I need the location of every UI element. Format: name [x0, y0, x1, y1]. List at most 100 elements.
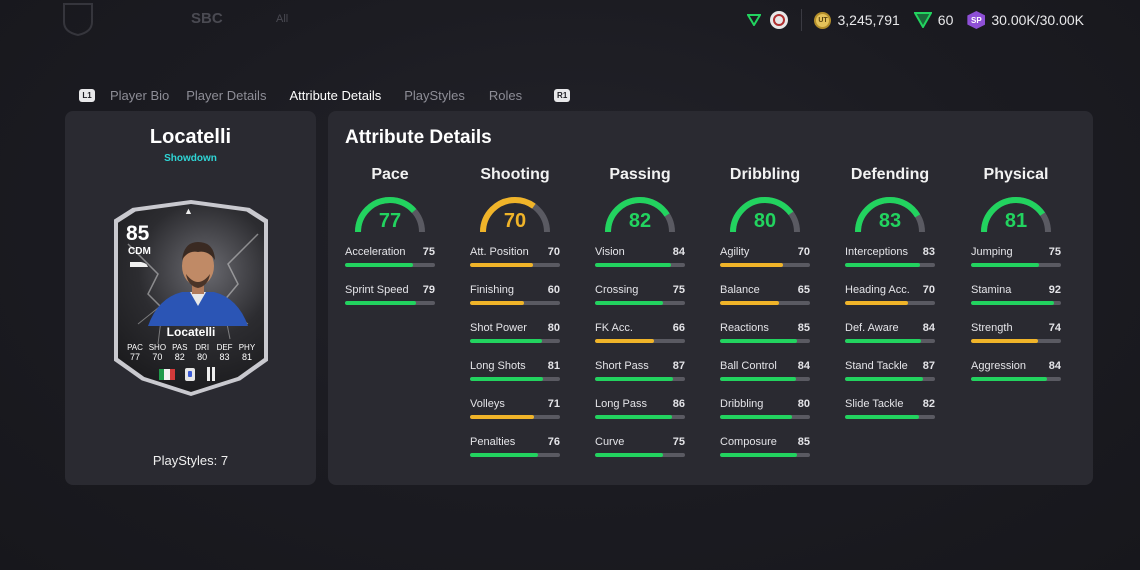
attribute-bar — [845, 263, 935, 267]
attribute-row: Def. Aware 84 — [845, 322, 935, 360]
attribute-bar — [595, 263, 685, 267]
section-title: Attribute Details — [345, 127, 492, 148]
tab-roles[interactable]: Roles — [488, 87, 523, 103]
attribute-bar — [845, 415, 935, 419]
attribute-row: FK Acc. 66 — [595, 322, 685, 360]
category-value: 70 — [503, 210, 527, 232]
attribute-value: 84 — [797, 360, 810, 372]
attribute-bar — [595, 339, 685, 343]
attribute-row: Penalties 76 — [470, 436, 560, 474]
attribute-bar — [720, 453, 810, 457]
tab-playstyles[interactable]: PlayStyles — [404, 87, 465, 103]
attribute-bar — [845, 301, 935, 305]
attribute-bar-fill — [720, 453, 797, 457]
attribute-label: Stand Tackle — [845, 360, 908, 372]
l1-button-hint[interactable]: L1 — [79, 88, 95, 102]
attribute-bar-fill — [971, 301, 1054, 305]
attribute-column-dribbling: Dribbling 80 Agility 70 Balance 65 Reactions 85… — [720, 166, 810, 474]
attribute-row: Ball Control 84 — [720, 360, 810, 398]
gauge-fill — [855, 197, 925, 233]
attribute-bar-fill — [595, 339, 655, 343]
nav-sbc[interactable]: SBC — [191, 10, 223, 27]
coins-value: 3,245,791 — [837, 12, 900, 28]
attribute-label: Agility — [720, 246, 750, 258]
attribute-label: Reactions — [720, 322, 769, 334]
attribute-row: Interceptions 83 — [845, 246, 935, 284]
attribute-label: Finishing — [470, 284, 515, 296]
attribute-bar — [845, 377, 935, 381]
card-badges — [159, 367, 217, 381]
category-gauge: 77 — [353, 194, 427, 234]
attribute-bar-fill — [470, 453, 539, 457]
attribute-row: Long Shots 81 — [470, 360, 560, 398]
attribute-bar-fill — [971, 263, 1039, 267]
attribute-bar-fill — [470, 377, 543, 381]
league-icon — [185, 367, 195, 381]
attribute-label: Stamina — [971, 284, 1012, 296]
boot-icon — [130, 262, 148, 267]
attribute-label: Jumping — [971, 246, 1013, 258]
attribute-row: Aggression 84 — [971, 360, 1061, 398]
player-card[interactable]: ▲ 85 CDM Locatelli PAC 77 SHO 70 PAS 82 DRI… — [114, 200, 268, 396]
attribute-label: Strength — [971, 322, 1013, 334]
attribute-list: Interceptions 83 Heading Acc. 70 Def. Aware 8… — [845, 246, 935, 436]
nav-filter[interactable]: All — [276, 13, 289, 25]
card-position: CDM — [128, 246, 151, 257]
attribute-label: FK Acc. — [595, 322, 633, 334]
points-balance: 60 — [913, 12, 953, 28]
tab-player-bio[interactable]: Player Bio — [110, 87, 170, 103]
sp-balance: SP 30.00K/30.00K — [967, 11, 1084, 29]
attribute-list: Att. Position 70 Finishing 60 Shot Power 80 Lo… — [470, 246, 560, 474]
attribute-bar-fill — [845, 339, 921, 343]
attribute-row: Vision 84 — [595, 246, 685, 284]
attribute-bar-fill — [470, 301, 524, 305]
attribute-bar — [971, 263, 1061, 267]
attribute-value: 75 — [422, 246, 435, 258]
attribute-bar — [595, 301, 685, 305]
player-summary-panel: Locatelli Showdown ▲ 85 CDM Locatelli PA… — [65, 111, 316, 485]
attribute-value: 71 — [547, 398, 560, 410]
attribute-value: 70 — [797, 246, 810, 258]
attribute-value: 92 — [1048, 284, 1061, 296]
attribute-bar — [470, 301, 560, 305]
gauge-fill — [981, 197, 1051, 233]
detail-tabs: L1 Player Bio Player Details Attribute D… — [79, 84, 571, 106]
attribute-row: Jumping 75 — [971, 246, 1061, 284]
coin-icon: UT — [814, 11, 832, 29]
attribute-row: Heading Acc. 70 — [845, 284, 935, 322]
attribute-bar-fill — [720, 415, 792, 419]
attribute-bar — [470, 263, 560, 267]
attribute-row: Slide Tackle 82 — [845, 398, 935, 436]
attribute-row: Short Pass 87 — [595, 360, 685, 398]
tab-attribute-details[interactable]: Attribute Details — [289, 87, 382, 103]
gauge-arc — [981, 197, 1051, 233]
gauge-fill — [730, 197, 800, 233]
attribute-row: Dribbling 80 — [720, 398, 810, 436]
attribute-bar-fill — [720, 263, 783, 267]
category-name: Dribbling — [729, 166, 801, 183]
attribute-value: 70 — [922, 284, 935, 296]
attribute-label: Penalties — [470, 436, 516, 448]
attribute-bar-fill — [845, 415, 919, 419]
card-stat-dri: DRI 80 — [195, 343, 210, 362]
attribute-list: Agility 70 Balance 65 Reactions 85 Ball Contro… — [720, 246, 810, 474]
r1-button-hint[interactable]: R1 — [554, 88, 571, 102]
category-name: Defending — [850, 166, 930, 183]
attribute-label: Long Shots — [470, 360, 526, 372]
tab-player-details[interactable]: Player Details — [186, 87, 267, 103]
attribute-value: 60 — [547, 284, 560, 296]
attribute-row: Stamina 92 — [971, 284, 1061, 322]
top-bar: SBC All UT 3,245,791 60 SP 30.00K/30.00K — [0, 0, 1140, 38]
attribute-value: 70 — [547, 246, 560, 258]
attribute-label: Sprint Speed — [345, 284, 409, 296]
attribute-details-panel: Attribute Details Pace 77 Acceleration 75 Sp… — [328, 111, 1093, 485]
gauge-arc — [480, 197, 550, 233]
attribute-list: Jumping 75 Stamina 92 Strength 74 Aggression 84 — [971, 246, 1061, 398]
attribute-row: Agility 70 — [720, 246, 810, 284]
player-portrait — [148, 242, 248, 326]
attribute-row: Sprint Speed 79 — [345, 284, 435, 322]
attribute-bar — [595, 453, 685, 457]
attribute-bar — [470, 339, 560, 343]
sp-value: 30.00K/30.00K — [991, 12, 1084, 28]
attribute-row: Crossing 75 — [595, 284, 685, 322]
